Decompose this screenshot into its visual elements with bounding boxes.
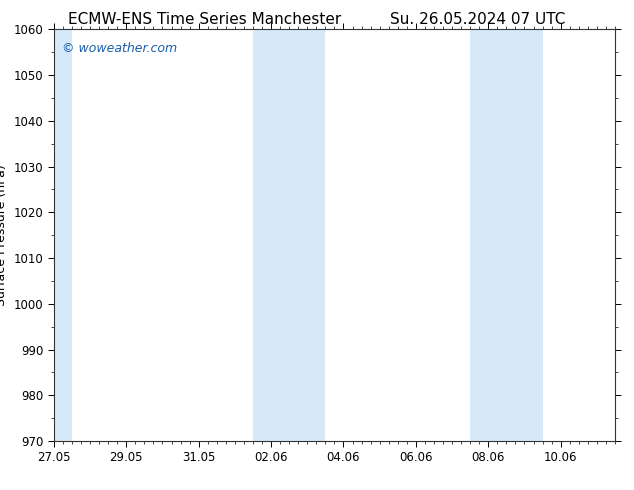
Bar bbox=[289, 29, 325, 441]
Bar bbox=[507, 29, 543, 441]
Y-axis label: Surface Pressure (hPa): Surface Pressure (hPa) bbox=[0, 164, 8, 306]
Bar bbox=[54, 29, 72, 441]
Bar bbox=[253, 29, 289, 441]
Text: ECMW-ENS Time Series Manchester          Su. 26.05.2024 07 UTC: ECMW-ENS Time Series Manchester Su. 26.0… bbox=[68, 12, 566, 27]
Text: © woweather.com: © woweather.com bbox=[62, 42, 178, 55]
Bar bbox=[470, 29, 507, 441]
